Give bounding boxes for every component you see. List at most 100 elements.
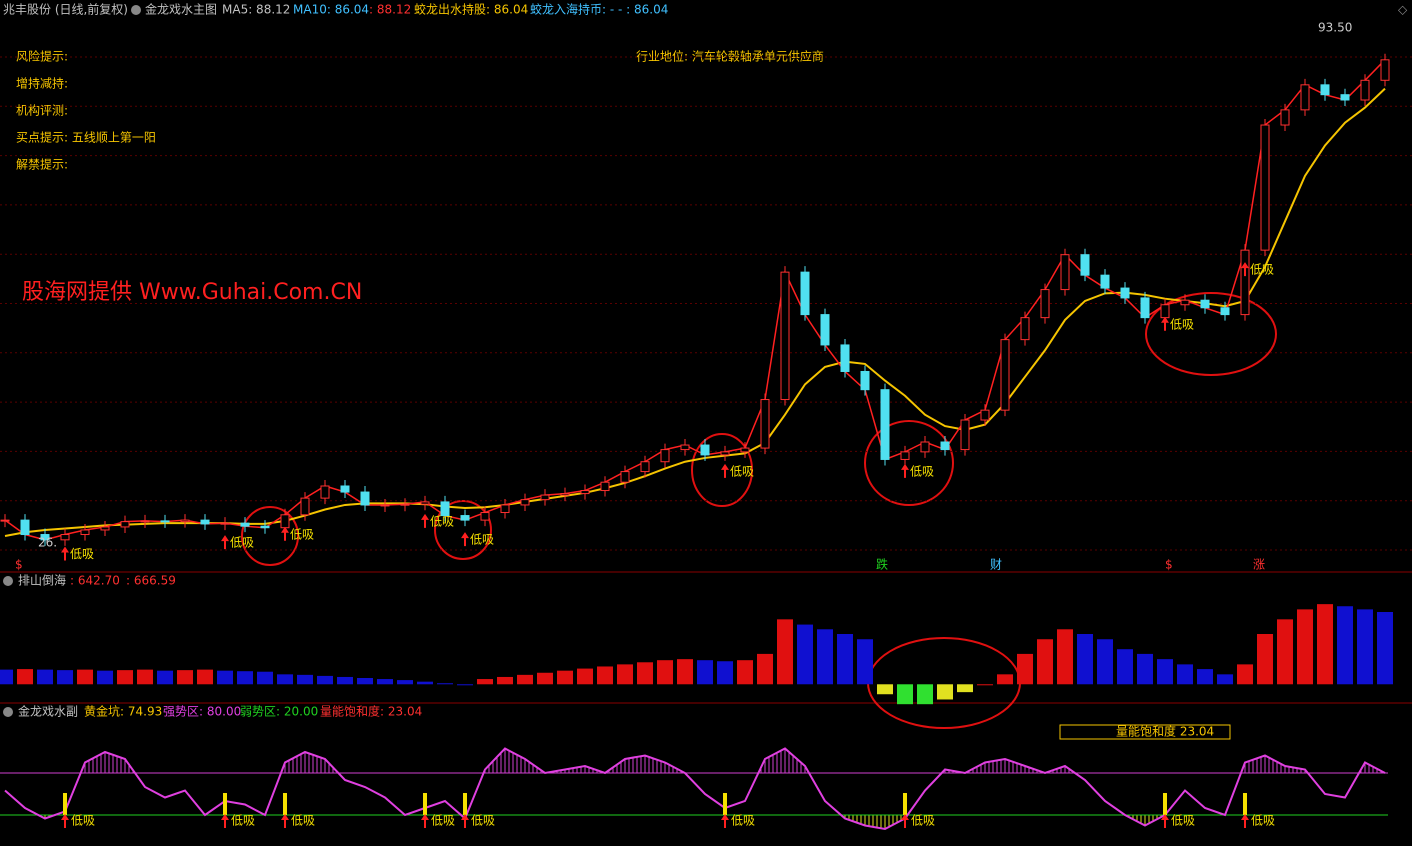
circle <box>691 433 753 507</box>
bar <box>617 664 633 685</box>
candle <box>1220 307 1230 316</box>
menu-icon[interactable] <box>131 5 141 15</box>
candle <box>720 451 730 456</box>
candle <box>600 481 610 492</box>
bar <box>677 659 693 685</box>
bar <box>197 669 213 685</box>
bar <box>1317 604 1333 685</box>
candle <box>680 444 690 451</box>
bar <box>1257 634 1273 685</box>
bar <box>957 684 973 693</box>
legend-entry: 强势区: 80.00 <box>163 705 241 719</box>
bar <box>797 624 813 685</box>
bar <box>317 675 333 685</box>
candle <box>800 271 810 316</box>
bar <box>1037 639 1053 685</box>
candle <box>980 409 990 421</box>
bar <box>757 653 773 685</box>
bar <box>517 674 533 685</box>
buy-bar <box>1243 793 1247 815</box>
bar <box>1177 664 1193 685</box>
note: 机构评测: <box>16 103 68 118</box>
circle <box>864 420 954 506</box>
box-label: 量能饱和度 23.04 <box>1116 724 1214 739</box>
candle <box>780 271 790 401</box>
candle <box>240 522 250 527</box>
bar <box>877 684 893 695</box>
candle <box>400 503 410 506</box>
event-marker: $ <box>15 558 23 572</box>
event-marker: 涨 <box>1253 557 1265 572</box>
candle <box>1320 84 1330 96</box>
buy-bar <box>463 793 467 815</box>
candle <box>540 494 550 501</box>
watermark: 股海网提供 Www.Guhai.Com.CN <box>22 280 362 305</box>
panel-value: : 666.59 <box>126 574 176 588</box>
bar <box>997 674 1013 685</box>
buy-label: 低吸 <box>230 536 254 550</box>
buy-bar <box>903 793 907 815</box>
candle <box>1180 299 1190 306</box>
candle <box>1360 79 1370 101</box>
bar <box>1157 659 1173 685</box>
candle <box>180 519 190 523</box>
buy-arrow <box>721 814 729 828</box>
buy-label: 低吸 <box>71 814 95 828</box>
bar <box>1137 653 1153 685</box>
note: 风险提示: <box>16 49 68 64</box>
candle <box>1120 287 1130 299</box>
bar <box>297 674 313 685</box>
candle <box>820 314 830 346</box>
bar <box>1297 609 1313 685</box>
bar <box>417 681 433 685</box>
bar <box>17 669 33 685</box>
bar <box>1117 649 1133 685</box>
buy-arrow <box>901 814 909 828</box>
buy-label: 低吸 <box>231 814 255 828</box>
buy-label: 低吸 <box>471 814 495 828</box>
note: 买点提示: 五线顺上第一阳 <box>16 130 156 145</box>
candle <box>860 370 870 391</box>
candle <box>480 512 490 521</box>
candle <box>840 344 850 372</box>
event-marker: $ <box>1165 558 1173 572</box>
candle <box>1380 59 1390 81</box>
bar <box>1057 629 1073 685</box>
candle <box>320 485 330 499</box>
buy-label: 低吸 <box>1171 814 1195 828</box>
bar <box>857 639 873 685</box>
candle <box>60 534 70 541</box>
buy-bar <box>63 793 67 815</box>
buy-label: 低吸 <box>70 547 94 561</box>
candle <box>460 515 470 521</box>
bar <box>237 671 253 685</box>
circle <box>1145 292 1277 376</box>
buy-arrow <box>461 532 469 547</box>
buy-arrow <box>221 535 229 550</box>
buy-arrow <box>281 526 289 541</box>
candle <box>620 471 630 483</box>
bar <box>357 678 373 685</box>
event-marker: 财 <box>990 558 1002 572</box>
buy-label: 低吸 <box>1251 814 1275 828</box>
bar <box>277 674 293 685</box>
candle <box>1260 124 1270 251</box>
bar <box>737 660 753 685</box>
candle <box>20 519 30 536</box>
candle <box>520 499 530 506</box>
menu-icon[interactable] <box>3 707 13 717</box>
osc-line <box>4 747 1386 831</box>
ma10: MA10: 86.04 <box>293 3 369 17</box>
candle <box>900 451 910 460</box>
panel-icon[interactable]: ◇ <box>1398 3 1408 17</box>
buy-label: 低吸 <box>470 533 494 547</box>
bar <box>837 634 853 685</box>
candle <box>120 521 130 528</box>
note: 增持减持: <box>16 76 68 91</box>
candle <box>360 491 370 506</box>
bar <box>1377 612 1393 685</box>
menu-icon[interactable] <box>3 576 13 586</box>
candle <box>80 529 90 536</box>
candle <box>740 447 750 453</box>
